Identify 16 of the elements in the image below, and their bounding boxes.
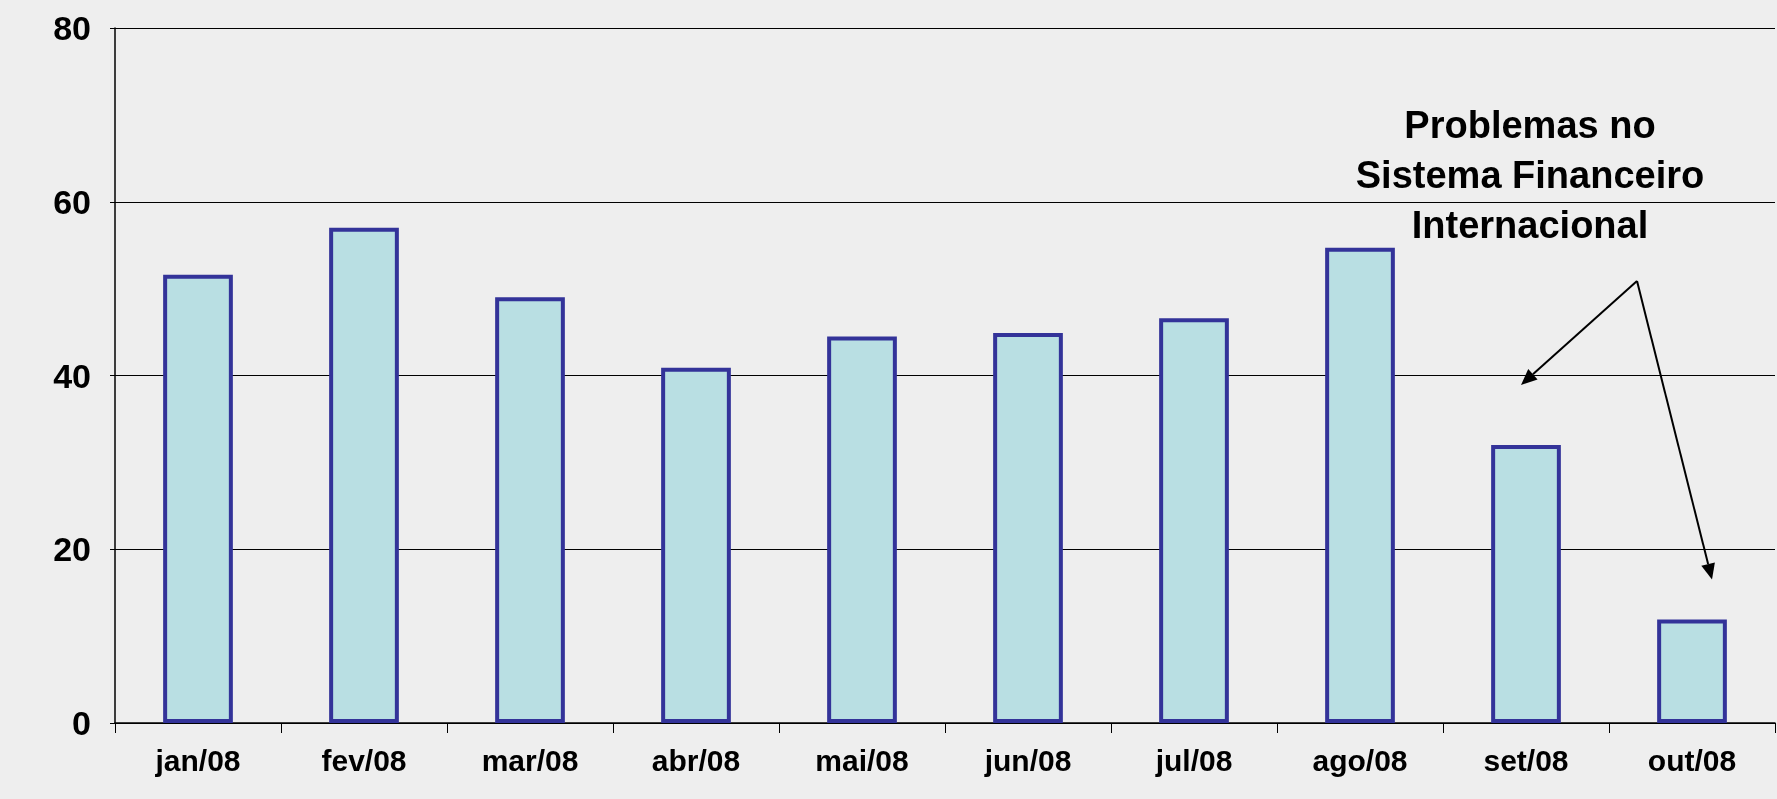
y-tick-label: 80 — [53, 9, 91, 47]
x-tick-label: jul/08 — [1154, 743, 1233, 777]
x-tick-label: out/08 — [1647, 743, 1737, 777]
y-tick-label: 40 — [53, 356, 91, 395]
x-tick-label: mai/08 — [815, 743, 909, 777]
x-tick-label: jan/08 — [154, 743, 241, 777]
y-tick-label: 20 — [53, 530, 91, 569]
y-tick-label: 0 — [72, 704, 91, 742]
annotation: Problemas no Sistema Financeiro Internacional — [1355, 104, 1705, 246]
x-tick-label: set/08 — [1483, 743, 1569, 777]
x-tick-label: abr/08 — [651, 743, 741, 777]
y-tick-label: 60 — [53, 182, 91, 221]
x-tick-label: fev/08 — [321, 743, 407, 777]
x-tick-label: mar/08 — [481, 743, 579, 777]
x-tick-label: ago/08 — [1312, 743, 1408, 777]
x-tick-label: jun/08 — [983, 743, 1072, 777]
